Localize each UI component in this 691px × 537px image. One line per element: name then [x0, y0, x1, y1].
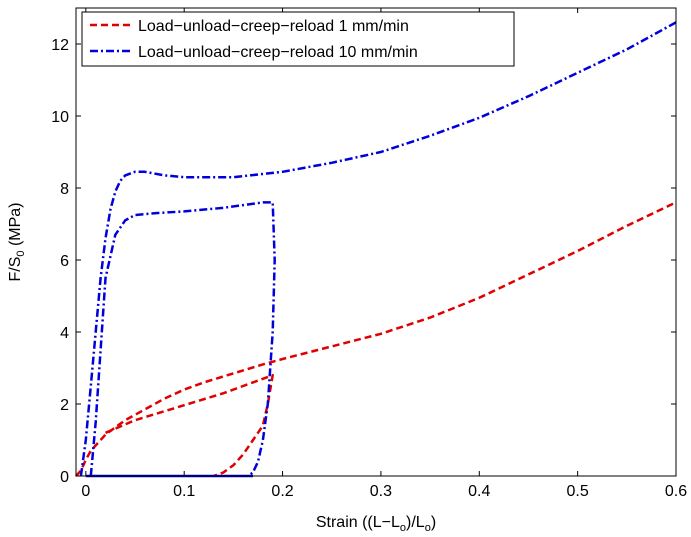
axes-box — [75, 7, 677, 477]
legend-box — [81, 11, 515, 67]
y-tick-label: 6 — [60, 253, 69, 270]
ticks: 0 0.1 0.2 0.3 0.4 0.5 0.6 0 2 4 6 8 10 12 — [51, 8, 687, 500]
series-line-2 — [79, 21, 677, 477]
x-tick-label: 0.4 — [468, 483, 490, 500]
x-tick-label: 0.1 — [173, 483, 195, 500]
x-tick-label: 0.2 — [271, 483, 293, 500]
legend: Load−unload−creep−reload 1 mm/min Load−u… — [81, 11, 515, 67]
series-line-3 — [89, 201, 276, 478]
x-tick-label: 0.6 — [665, 483, 687, 500]
series-line-0 — [75, 201, 677, 477]
x-tick-label: 0 — [81, 483, 90, 500]
y-tick-label: 2 — [60, 397, 69, 414]
y-tick-label: 4 — [60, 325, 69, 342]
y-tick-label: 8 — [60, 181, 69, 198]
y-tick-label: 12 — [51, 37, 69, 54]
legend-label-1mm: Load−unload−creep−reload 1 mm/min — [138, 18, 409, 35]
y-tick-label: 10 — [51, 109, 69, 126]
y-axis-label: F/S0 (MPa) — [7, 202, 27, 281]
legend-label-10mm: Load−unload−creep−reload 10 mm/min — [138, 44, 418, 61]
x-tick-label: 0.5 — [567, 483, 589, 500]
x-tick-label: 0.3 — [370, 483, 392, 500]
series-line-1 — [105, 373, 274, 478]
x-axis-label: Strain ((L−Lo)/Lo) — [316, 514, 436, 534]
y-tick-label: 0 — [60, 469, 69, 486]
